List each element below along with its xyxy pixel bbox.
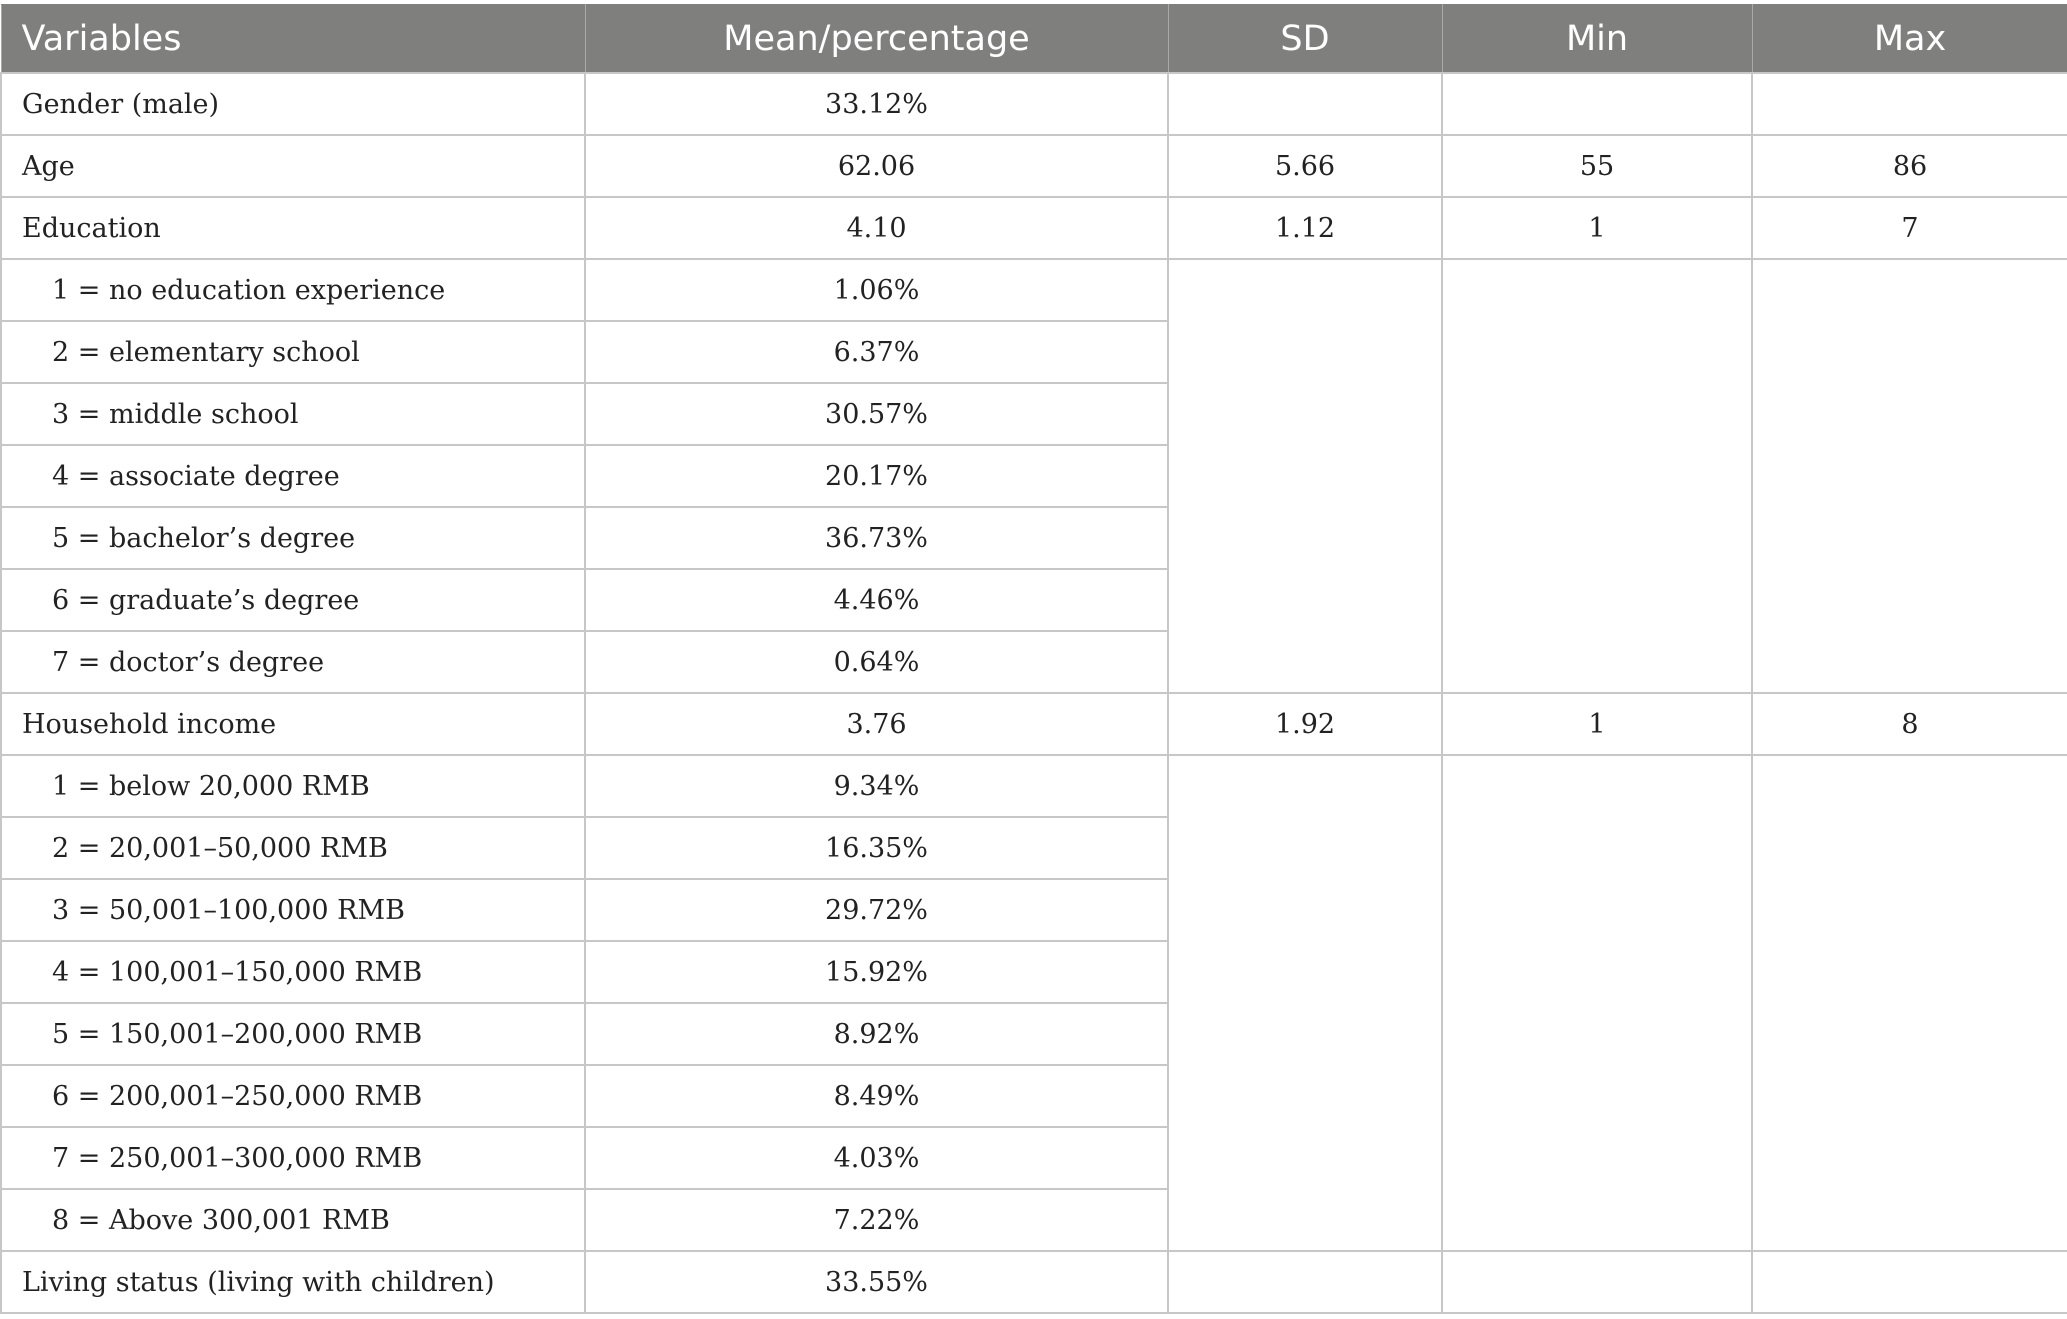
variable-cell: 8 = Above 300,001 RMB [0,1188,586,1252]
variable-cell: 1 = no education experience [0,258,586,322]
table-row: 2 = 20,001–50,000 RMB 16.35% [0,816,2067,880]
mean-percentage-cell: 9.34% [584,754,1169,818]
table-row: Gender (male) 33.12% [0,72,2067,136]
table-header: Variables Mean/percentage SD Min Max [0,4,2067,74]
min-cell [1441,1250,1753,1314]
mean-percentage-cell: 30.57% [584,382,1169,446]
table-row: 5 = bachelor’s degree 36.73% [0,506,2067,570]
table-row: 7 = doctor’s degree 0.64% [0,630,2067,694]
table-row: Household income 3.76 1.92 1 8 [0,692,2067,756]
variable-cell: Education [0,196,586,260]
min-cell: 55 [1441,134,1753,198]
sd-cell: 5.66 [1167,134,1443,198]
min-cell [1441,72,1753,136]
table-row: 7 = 250,001–300,000 RMB 4.03% [0,1126,2067,1190]
sd-cell [1167,1250,1443,1314]
variable-cell: Household income [0,692,586,756]
merged-empty-min-cell [1441,754,1753,1252]
mean-percentage-cell: 6.37% [584,320,1169,384]
mean-percentage-cell: 4.03% [584,1126,1169,1190]
mean-percentage-cell: 1.06% [584,258,1169,322]
mean-percentage-cell: 16.35% [584,816,1169,880]
variable-cell: 4 = associate degree [0,444,586,508]
header-min: Min [1441,4,1753,74]
table-row: 3 = 50,001–100,000 RMB 29.72% [0,878,2067,942]
table-row: Age 62.06 5.66 55 86 [0,134,2067,198]
min-cell: 1 [1441,692,1753,756]
header-max: Max [1751,4,2067,74]
max-cell: 8 [1751,692,2067,756]
sd-cell: 1.92 [1167,692,1443,756]
variable-cell: 5 = bachelor’s degree [0,506,586,570]
variable-cell: Age [0,134,586,198]
table-row: 3 = middle school 30.57% [0,382,2067,446]
mean-percentage-cell: 4.46% [584,568,1169,632]
mean-percentage-cell: 3.76 [584,692,1169,756]
max-cell: 86 [1751,134,2067,198]
variable-cell: Gender (male) [0,72,586,136]
mean-percentage-cell: 8.49% [584,1064,1169,1128]
mean-percentage-cell: 36.73% [584,506,1169,570]
mean-percentage-cell: 62.06 [584,134,1169,198]
table-row: Education 4.10 1.12 1 7 [0,196,2067,260]
table-row: 8 = Above 300,001 RMB 7.22% [0,1188,2067,1252]
min-cell: 1 [1441,196,1753,260]
variable-cell: 5 = 150,001–200,000 RMB [0,1002,586,1066]
variable-cell: 6 = 200,001–250,000 RMB [0,1064,586,1128]
table-row: 2 = elementary school 6.37% [0,320,2067,384]
merged-empty-max-cell [1751,754,2067,1252]
table-row: 6 = graduate’s degree 4.46% [0,568,2067,632]
variable-cell: 7 = 250,001–300,000 RMB [0,1126,586,1190]
header-sd: SD [1167,4,1443,74]
header-variables: Variables [0,4,586,74]
sd-cell [1167,72,1443,136]
merged-empty-sd-cell [1167,258,1443,694]
merged-empty-max-cell [1751,258,2067,694]
max-cell [1751,1250,2067,1314]
mean-percentage-cell: 15.92% [584,940,1169,1004]
max-cell: 7 [1751,196,2067,260]
table-row: 1 = below 20,000 RMB 9.34% [0,754,2067,1252]
mean-percentage-cell: 33.12% [584,72,1169,136]
merged-empty-min-cell [1441,258,1753,694]
mean-percentage-cell: 0.64% [584,630,1169,694]
variable-cell: 7 = doctor’s degree [0,630,586,694]
variable-cell: 4 = 100,001–150,000 RMB [0,940,586,1004]
mean-percentage-cell: 4.10 [584,196,1169,260]
table-row: 4 = associate degree 20.17% [0,444,2067,508]
table-row: Living status (living with children) 33.5… [0,1250,2067,1314]
merged-empty-sd-cell [1167,754,1443,1252]
variable-cell: 3 = middle school [0,382,586,446]
mean-percentage-cell: 20.17% [584,444,1169,508]
mean-percentage-cell: 8.92% [584,1002,1169,1066]
variable-cell: 2 = 20,001–50,000 RMB [0,816,586,880]
header-mean-percentage: Mean/percentage [584,4,1169,74]
variable-cell: 2 = elementary school [0,320,586,384]
variable-cell: 3 = 50,001–100,000 RMB [0,878,586,942]
mean-percentage-cell: 7.22% [584,1188,1169,1252]
table-row: 1 = no education experience 1.06% [0,258,2067,694]
sd-cell: 1.12 [1167,196,1443,260]
max-cell [1751,72,2067,136]
mean-percentage-cell: 29.72% [584,878,1169,942]
variable-cell: 6 = graduate’s degree [0,568,586,632]
variable-cell: Living status (living with children) [0,1250,586,1314]
variable-cell: 1 = below 20,000 RMB [0,754,586,818]
descriptive-statistics-table: Variables Mean/percentage SD Min Max Gen… [0,4,2067,1314]
table-body: Gender (male) 33.12% Age 62.06 5.66 55 86 Educa… [0,72,2067,1314]
table-row: 4 = 100,001–150,000 RMB 15.92% [0,940,2067,1004]
table-row: 5 = 150,001–200,000 RMB 8.92% [0,1002,2067,1066]
header-row: Variables Mean/percentage SD Min Max [0,4,2067,74]
mean-percentage-cell: 33.55% [584,1250,1169,1314]
table-row: 6 = 200,001–250,000 RMB 8.49% [0,1064,2067,1128]
